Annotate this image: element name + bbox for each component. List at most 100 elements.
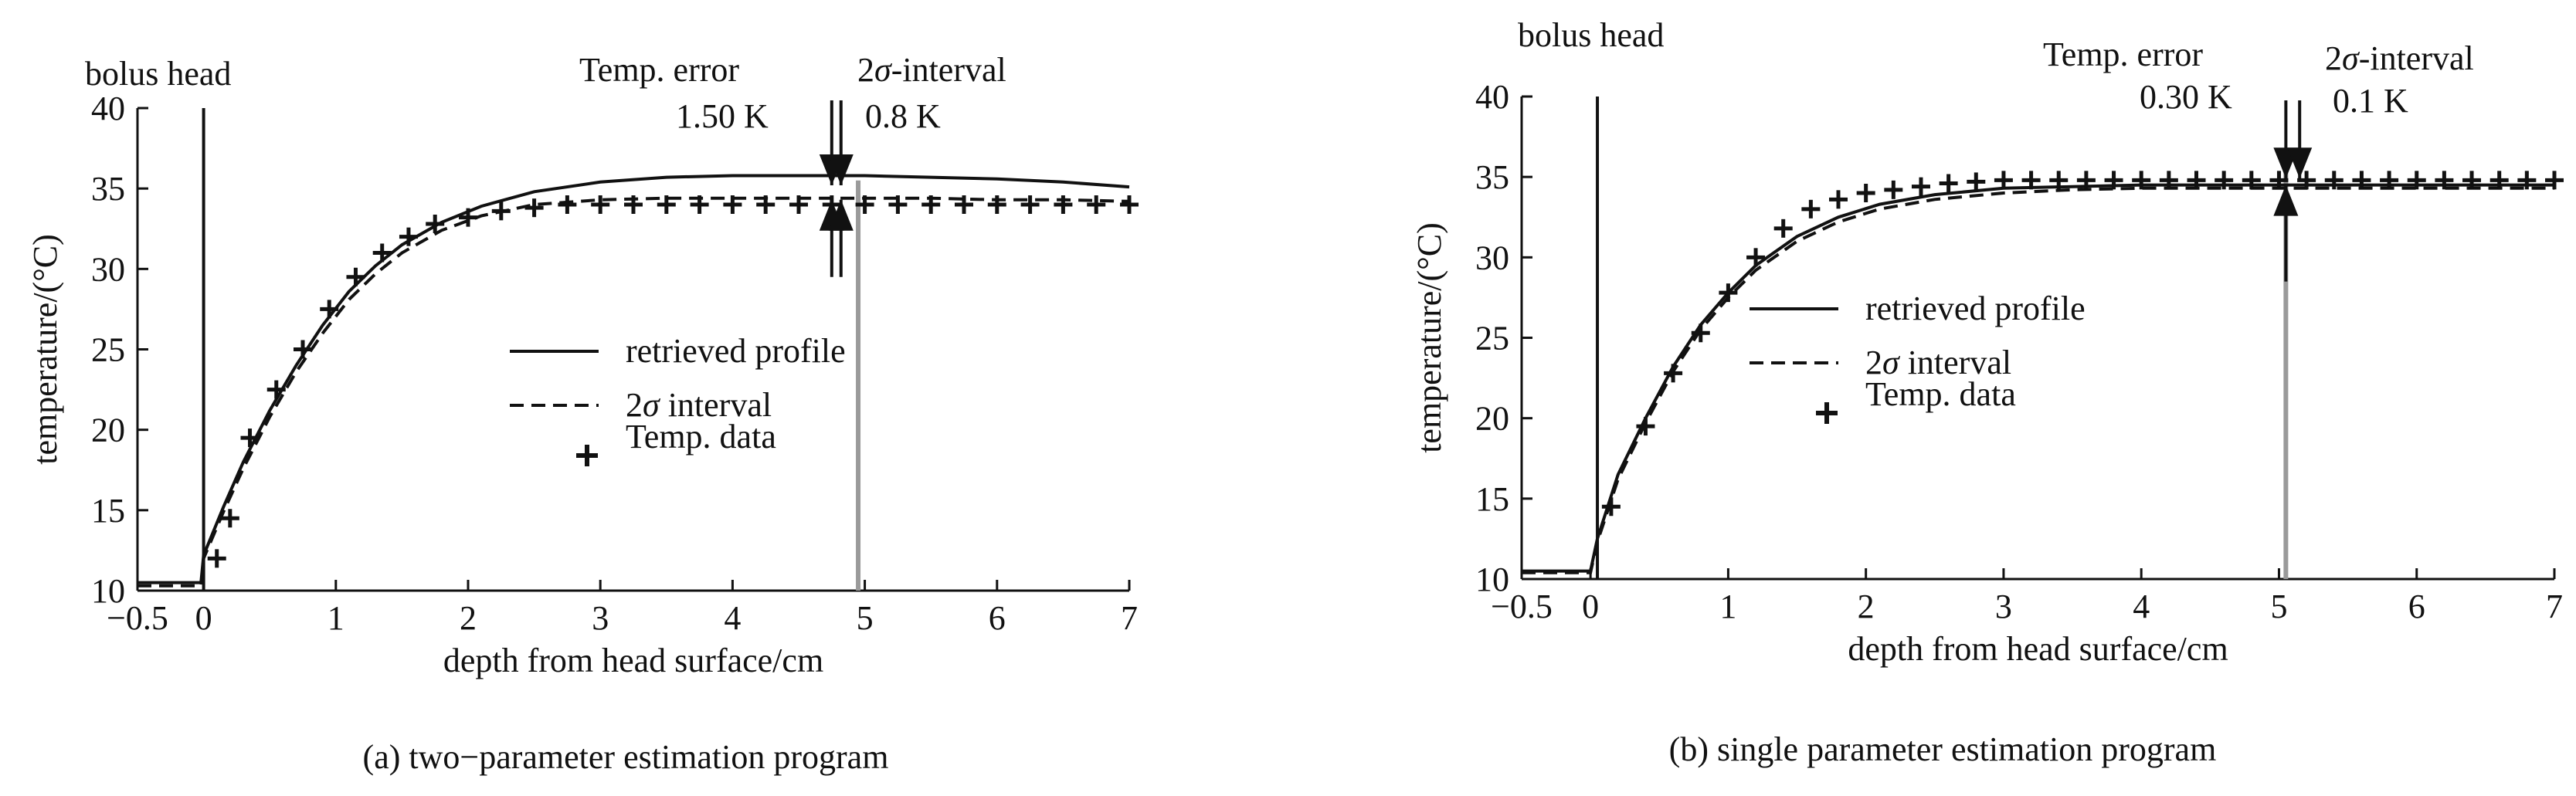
data-point-marker [2380, 171, 2399, 190]
data-point-marker [1856, 184, 1875, 202]
x-tick-label: 7 [2546, 588, 2563, 625]
data-point-marker [2215, 171, 2234, 190]
bolus-head-label-b: bolus head [1518, 16, 1664, 54]
data-point-marker [2407, 171, 2426, 190]
temp-error-value-a: 1.50 K [676, 97, 769, 135]
y-tick-label: 40 [91, 90, 125, 127]
data-point-marker [591, 195, 610, 214]
chart-a-svg: bolus head Temp. error 1.50 K 2σ-interva… [26, 51, 1139, 776]
temp-error-label-b: Temp. error [2043, 36, 2203, 73]
data-point-marker [1719, 283, 1738, 303]
legend-label: 2σ interval [1865, 344, 2011, 381]
data-point-marker [2352, 171, 2371, 190]
data-point-marker [2021, 171, 2041, 190]
data-point-marker [1054, 195, 1073, 214]
data-point-marker [1911, 177, 1930, 196]
data-point-marker [240, 428, 260, 448]
data-point-marker [1691, 323, 1710, 343]
x-axis-label: depth from head surface/cm [443, 642, 823, 679]
data-point-marker [1601, 497, 1621, 517]
data-point-marker [1020, 195, 1040, 214]
x-tick-label: 1 [1719, 588, 1736, 625]
data-point-marker [855, 195, 874, 214]
data-point-marker [2489, 171, 2509, 190]
data-point-marker [2104, 171, 2123, 190]
data-point-marker [2049, 171, 2069, 190]
series-retrieved-profile [1522, 183, 2554, 573]
x-tick-label: 3 [1995, 588, 2012, 625]
interval-value-a: 0.8 K [865, 97, 941, 135]
legend-label: Temp. data [626, 418, 776, 456]
bolus-head-label-a: bolus head [85, 55, 231, 93]
y-tick-label: 30 [1475, 239, 1509, 276]
data-point-marker [558, 195, 577, 214]
data-point-marker [1939, 174, 1958, 193]
data-point-marker [2435, 171, 2454, 190]
data-point-marker [346, 267, 365, 286]
data-point-marker [921, 195, 941, 214]
data-point-marker [2242, 171, 2261, 190]
data-point-marker [690, 195, 709, 214]
chart-b-svg: bolus head Temp. error 0.30 K 2σ-interva… [1410, 16, 2564, 768]
x-tick-label: 1 [328, 599, 344, 637]
data-point-marker [1884, 180, 1903, 199]
data-point-marker [426, 215, 445, 233]
interval-arrow [2287, 100, 2313, 179]
y-tick-label: 35 [1475, 158, 1509, 196]
data-point-marker [1801, 199, 1821, 218]
data-point-marker [624, 195, 643, 214]
data-point-marker [1746, 248, 1766, 267]
temp-error-label-a: Temp. error [579, 51, 739, 89]
y-tick-label: 15 [1475, 480, 1509, 518]
data-point-marker [756, 195, 776, 214]
x-tick-label: 0 [195, 599, 212, 637]
caption-b: (b) single parameter estimation program [1669, 730, 2217, 768]
y-tick-label: 25 [1475, 320, 1509, 357]
data-point-marker [399, 227, 418, 246]
data-point-marker [789, 195, 808, 214]
chart-panel-b: bolus head Temp. error 0.30 K 2σ-interva… [1302, 0, 2576, 796]
data-point-marker [2132, 171, 2151, 190]
legend-label-part: interval [660, 386, 772, 424]
x-tick-label: 6 [2408, 588, 2425, 625]
x-tick-label: 7 [1121, 599, 1138, 637]
arrow-head [2273, 185, 2299, 216]
legend-label-part: σ [1882, 344, 1901, 381]
data-point-marker [2187, 171, 2206, 190]
y-tick-label: 40 [1475, 78, 1509, 116]
y-tick-label: 35 [91, 170, 125, 208]
data-point-marker [266, 380, 286, 399]
legend-label: retrieved profile [626, 332, 846, 370]
data-point-marker [2545, 171, 2564, 190]
x-tick-label: −0.5 [107, 599, 168, 637]
x-tick-label: 4 [2133, 588, 2150, 625]
data-point-marker [987, 195, 1006, 214]
data-point-marker [1120, 195, 1139, 214]
data-point-marker [294, 340, 312, 359]
data-point-marker [207, 549, 226, 568]
data-point-marker [320, 300, 339, 319]
arrow-head [828, 199, 854, 231]
y-tick-label: 10 [91, 572, 125, 610]
legend-label: Temp. data [1865, 375, 2016, 413]
data-point-marker [372, 243, 392, 263]
x-tick-label: 3 [592, 599, 609, 637]
x-tick-label: 5 [2270, 588, 2287, 625]
y-tick-label: 20 [1475, 400, 1509, 438]
data-point-marker [1967, 172, 1986, 191]
legend-label: 2σ interval [626, 386, 772, 424]
x-tick-label: 5 [857, 599, 874, 637]
data-point-marker [220, 509, 239, 528]
temp-error-arrow-up [2273, 185, 2299, 282]
y-tick-label: 10 [1475, 561, 1509, 598]
interval-label-a: 2σ-interval [857, 51, 1006, 89]
y-tick-label: 20 [91, 412, 125, 449]
data-point-marker [2076, 171, 2096, 190]
y-axis-label: temperature/(°C) [26, 234, 64, 465]
data-point-marker [1773, 218, 1793, 238]
interval-value-b: 0.1 K [2333, 82, 2408, 120]
data-point-marker [459, 208, 477, 227]
x-tick-label: 2 [1858, 588, 1875, 625]
legend-label-part: 2 [1865, 344, 1882, 381]
data-point-marker [1636, 417, 1655, 436]
